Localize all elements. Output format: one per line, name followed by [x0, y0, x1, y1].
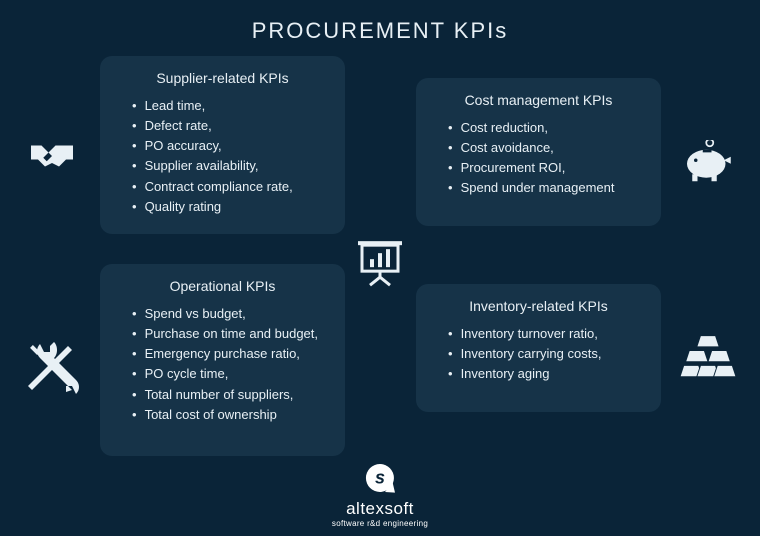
list-item: Lead time,	[132, 96, 327, 116]
card-cost-title: Cost management KPIs	[434, 92, 643, 108]
logo-name: altexsoft	[332, 499, 428, 519]
list-item: Inventory turnover ratio,	[448, 324, 643, 344]
list-item: Quality rating	[132, 197, 327, 217]
list-item: Total cost of ownership	[132, 405, 327, 425]
list-item: Defect rate,	[132, 116, 327, 136]
card-cost: Cost management KPIs Cost reduction, Cos…	[416, 78, 661, 226]
stack-icon	[680, 330, 736, 386]
list-item: Purchase on time and budget,	[132, 324, 327, 344]
list-item: PO accuracy,	[132, 136, 327, 156]
presentation-chart-icon	[356, 239, 404, 287]
kpi-grid: Supplier-related KPIs Lead time, Defect …	[0, 52, 760, 482]
handshake-icon	[24, 128, 80, 184]
page-title: PROCUREMENT KPIs	[0, 0, 760, 52]
card-inventory-list: Inventory turnover ratio, Inventory carr…	[434, 324, 643, 384]
list-item: Procurement ROI,	[448, 158, 643, 178]
list-item: Contract compliance rate,	[132, 177, 327, 197]
list-item: Supplier availability,	[132, 156, 327, 176]
card-supplier: Supplier-related KPIs Lead time, Defect …	[100, 56, 345, 234]
logo: s altexsoft software r&d engineering	[332, 464, 428, 528]
card-cost-list: Cost reduction, Cost avoidance, Procurem…	[434, 118, 643, 199]
card-inventory: Inventory-related KPIs Inventory turnove…	[416, 284, 661, 412]
list-item: Total number of suppliers,	[132, 385, 327, 405]
card-inventory-title: Inventory-related KPIs	[434, 298, 643, 314]
list-item: Inventory aging	[448, 364, 643, 384]
card-operational-title: Operational KPIs	[118, 278, 327, 294]
card-supplier-title: Supplier-related KPIs	[118, 70, 327, 86]
list-item: Cost avoidance,	[448, 138, 643, 158]
card-supplier-list: Lead time, Defect rate, PO accuracy, Sup…	[118, 96, 327, 217]
logo-tagline: software r&d engineering	[332, 519, 428, 528]
list-item: PO cycle time,	[132, 364, 327, 384]
card-operational-list: Spend vs budget, Purchase on time and bu…	[118, 304, 327, 425]
piggybank-icon	[680, 134, 736, 190]
list-item: Spend under management	[448, 178, 643, 198]
list-item: Spend vs budget,	[132, 304, 327, 324]
card-operational: Operational KPIs Spend vs budget, Purcha…	[100, 264, 345, 456]
list-item: Emergency purchase ratio,	[132, 344, 327, 364]
tools-icon	[24, 342, 80, 398]
list-item: Cost reduction,	[448, 118, 643, 138]
list-item: Inventory carrying costs,	[448, 344, 643, 364]
logo-mark-icon: s	[366, 464, 394, 492]
